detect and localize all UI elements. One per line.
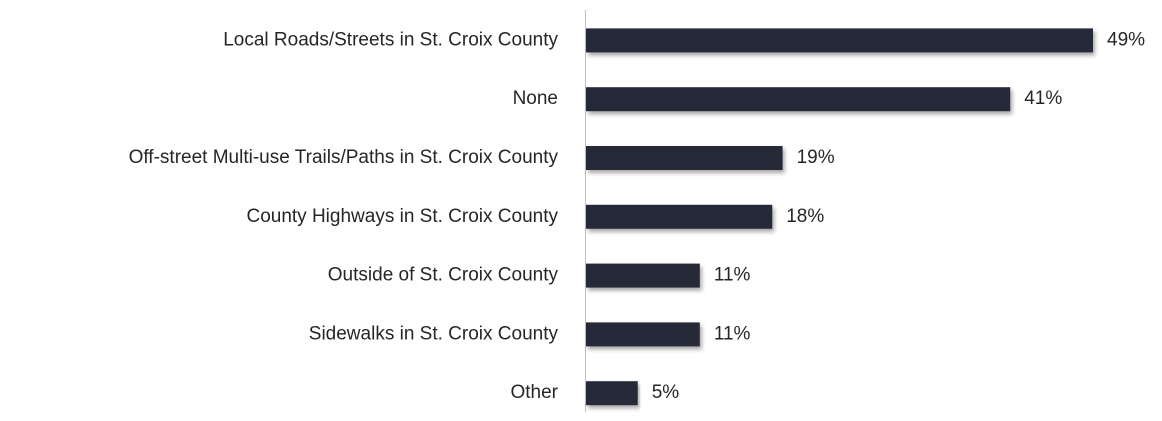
bar [586,263,700,288]
category-label: County Highways in St. Croix County [246,206,558,227]
bar [586,87,1011,112]
category-label: Other [510,382,558,403]
category-label: Outside of St. Croix County [328,265,559,286]
bar [586,381,638,406]
value-label: 11% [714,323,751,344]
value-label: 11% [714,265,751,286]
value-label: 5% [652,382,680,403]
category-label: None [513,88,558,109]
value-label: 49% [1107,29,1145,50]
value-label: 41% [1024,88,1062,109]
bar [586,28,1093,53]
bar [586,204,773,229]
value-label: 18% [786,206,824,227]
bar [586,322,700,347]
category-label: Local Roads/Streets in St. Croix County [223,29,558,50]
bar [586,146,783,170]
category-label: Sidewalks in St. Croix County [309,323,559,344]
value-label: 19% [797,147,835,168]
category-label: Off-street Multi-use Trails/Paths in St.… [129,147,559,168]
